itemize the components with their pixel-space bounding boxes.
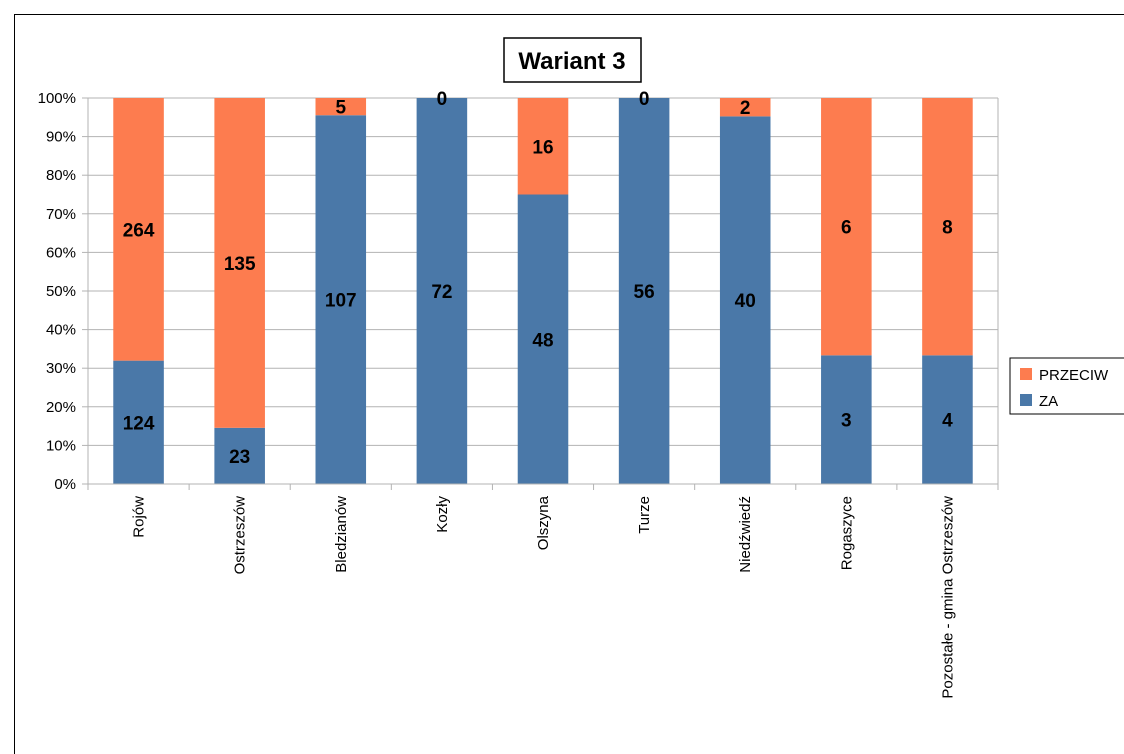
y-tick-label: 70% <box>46 206 76 223</box>
bar-przeciw <box>214 98 265 428</box>
y-tick-label: 0% <box>54 476 76 493</box>
data-label: 0 <box>639 89 650 110</box>
x-tick-label: Niedźwiedź <box>737 496 754 573</box>
x-tick-label: Turze <box>636 496 653 534</box>
bar-przeciw <box>315 98 367 116</box>
bars <box>113 98 973 484</box>
axes: 0% 10% 20% 30% 40% 50% 60% 70% 80% 90% 100% Rojów Os… <box>38 90 999 699</box>
bar-za <box>922 355 973 484</box>
data-label: 0 <box>437 89 448 110</box>
legend: PRZECIW ZA <box>1009 357 1124 415</box>
data-label: 5 <box>335 98 346 119</box>
data-label: 16 <box>532 137 553 158</box>
data-label: 124 <box>123 413 155 434</box>
x-tick-label: Rojów <box>131 496 148 538</box>
bar-za <box>113 360 164 484</box>
data-label: 56 <box>634 282 655 303</box>
data-label: 3 <box>841 411 852 432</box>
legend-swatch <box>1020 368 1032 380</box>
x-tick-label: Pozostałe - gmina Ostrzeszów <box>939 496 956 699</box>
x-tick-label: Bledzianów <box>333 496 350 573</box>
chart-title: Wariant 3 <box>518 48 625 75</box>
bar-za <box>416 98 468 484</box>
x-tick-label: Kozły <box>434 496 451 533</box>
y-tick-label: 90% <box>46 129 76 146</box>
data-label: 2 <box>740 98 751 119</box>
x-tick-label: Ostrzeszów <box>232 496 249 575</box>
bar-przeciw <box>517 98 569 195</box>
bar-przeciw <box>719 98 771 117</box>
y-tick-label: 100% <box>38 90 76 107</box>
data-label: 135 <box>224 254 256 275</box>
y-tick-label: 20% <box>46 399 76 416</box>
bar-przeciw <box>821 98 872 356</box>
legend-label: PRZECIW <box>1039 367 1109 384</box>
y-tick-label: 40% <box>46 322 76 339</box>
bar-za <box>821 355 872 484</box>
y-tick-label: 30% <box>46 360 76 377</box>
data-label: 8 <box>942 218 953 239</box>
y-tick-label: 80% <box>46 167 76 184</box>
data-label: 4 <box>942 411 953 432</box>
y-tick-label: 10% <box>46 437 76 454</box>
bar-za <box>214 427 265 484</box>
bar-za <box>517 194 569 484</box>
data-label: 40 <box>735 291 756 312</box>
bar-przeciw <box>113 98 164 361</box>
legend-swatch <box>1020 394 1032 406</box>
data-label: 264 <box>123 220 155 241</box>
y-tick-label: 60% <box>46 244 76 261</box>
x-tick-label: Olszyna <box>535 495 552 550</box>
legend-label: ZA <box>1039 393 1058 410</box>
data-label: 72 <box>431 282 452 303</box>
bar-za <box>618 98 670 484</box>
data-label: 23 <box>229 447 250 468</box>
bar-za <box>315 115 367 484</box>
data-label: 107 <box>325 291 357 312</box>
x-tick-label: Rogaszyce <box>838 496 855 570</box>
data-label: 6 <box>841 218 852 239</box>
chart-title-box: Wariant 3 <box>503 37 642 83</box>
data-label: 48 <box>532 330 553 351</box>
chart-frame <box>14 14 1124 754</box>
bar-przeciw <box>922 98 973 356</box>
bar-za <box>719 116 771 484</box>
y-tick-label: 50% <box>46 283 76 300</box>
